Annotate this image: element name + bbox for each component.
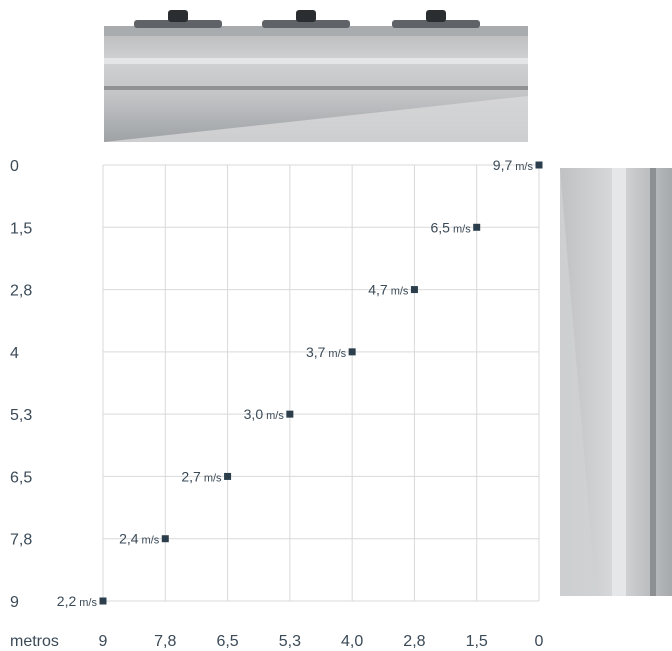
x-tick-label: 2,8	[403, 633, 425, 650]
fan-icon	[134, 10, 222, 28]
data-point-marker	[535, 161, 543, 169]
data-point-marker	[224, 472, 232, 480]
y-tick-label: 0	[10, 158, 19, 175]
data-point-unit: m/s	[266, 410, 284, 422]
grid	[102, 164, 540, 602]
data-point-label: 6,5 m/s	[431, 219, 472, 235]
x-tick-label: 1,5	[466, 633, 488, 650]
data-point-label: 3,0 m/s	[244, 406, 285, 422]
x-tick-label: 7,8	[154, 633, 176, 650]
x-tick-label: 5,3	[279, 633, 301, 650]
data-point-label: 2,4 m/s	[119, 531, 160, 547]
data-point-unit: m/s	[79, 597, 97, 609]
data-point-value: 9,7	[493, 157, 513, 173]
x-tick-label: 4,0	[341, 633, 363, 650]
data-point-unit: m/s	[453, 223, 471, 235]
data-point-value: 2,2	[57, 593, 77, 609]
y-axis-ticks: 0 1,5 2,8 4 5,3 6,5 7,8 9	[10, 158, 32, 611]
y-tick-label: 6,5	[10, 469, 32, 486]
data-point-label: 2,2 m/s	[57, 593, 98, 609]
fan-icon	[392, 10, 480, 28]
data-point-value: 6,5	[431, 219, 451, 235]
x-axis-label: metros	[10, 633, 59, 650]
device-top-illustration	[104, 10, 528, 142]
data-point-value: 4,7	[368, 282, 388, 298]
y-tick-label: 7,8	[10, 532, 32, 549]
data-point-marker	[286, 410, 294, 418]
x-tick-label: 9	[99, 633, 108, 650]
y-tick-label: 1,5	[10, 220, 32, 237]
data-point-value: 3,7	[306, 344, 326, 360]
data-point-marker	[473, 223, 481, 231]
data-point-label: 9,7 m/s	[493, 157, 534, 173]
data-point-label: 2,7 m/s	[181, 468, 222, 484]
data-point-value: 2,7	[181, 468, 201, 484]
data-point-label: 3,7 m/s	[306, 344, 347, 360]
data-point-unit: m/s	[142, 535, 160, 547]
data-point-marker	[410, 286, 418, 294]
y-tick-label: 5,3	[10, 407, 32, 424]
data-point-marker	[161, 535, 169, 543]
x-tick-label: 0	[535, 633, 544, 650]
y-tick-label: 9	[10, 594, 19, 611]
y-tick-label: 2,8	[10, 283, 32, 300]
data-point-unit: m/s	[204, 472, 222, 484]
data-point-unit: m/s	[391, 286, 409, 298]
data-point-unit: m/s	[515, 161, 533, 173]
x-tick-label: 6,5	[216, 633, 238, 650]
data-point-value: 2,4	[119, 531, 139, 547]
data-point-marker	[99, 597, 107, 605]
data-points: 9,7 m/s6,5 m/s4,7 m/s3,7 m/s3,0 m/s2,7 m/s2,4 m…	[57, 157, 543, 609]
x-axis-ticks: 9 7,8 6,5 5,3 4,0 2,8 1,5 0	[99, 633, 544, 650]
y-tick-label: 4	[10, 345, 19, 362]
fan-icon	[262, 10, 350, 28]
data-point-unit: m/s	[328, 348, 346, 360]
device-side-illustration	[560, 168, 672, 596]
data-point-label: 4,7 m/s	[368, 282, 409, 298]
data-point-value: 3,0	[244, 406, 264, 422]
data-point-marker	[348, 348, 356, 356]
